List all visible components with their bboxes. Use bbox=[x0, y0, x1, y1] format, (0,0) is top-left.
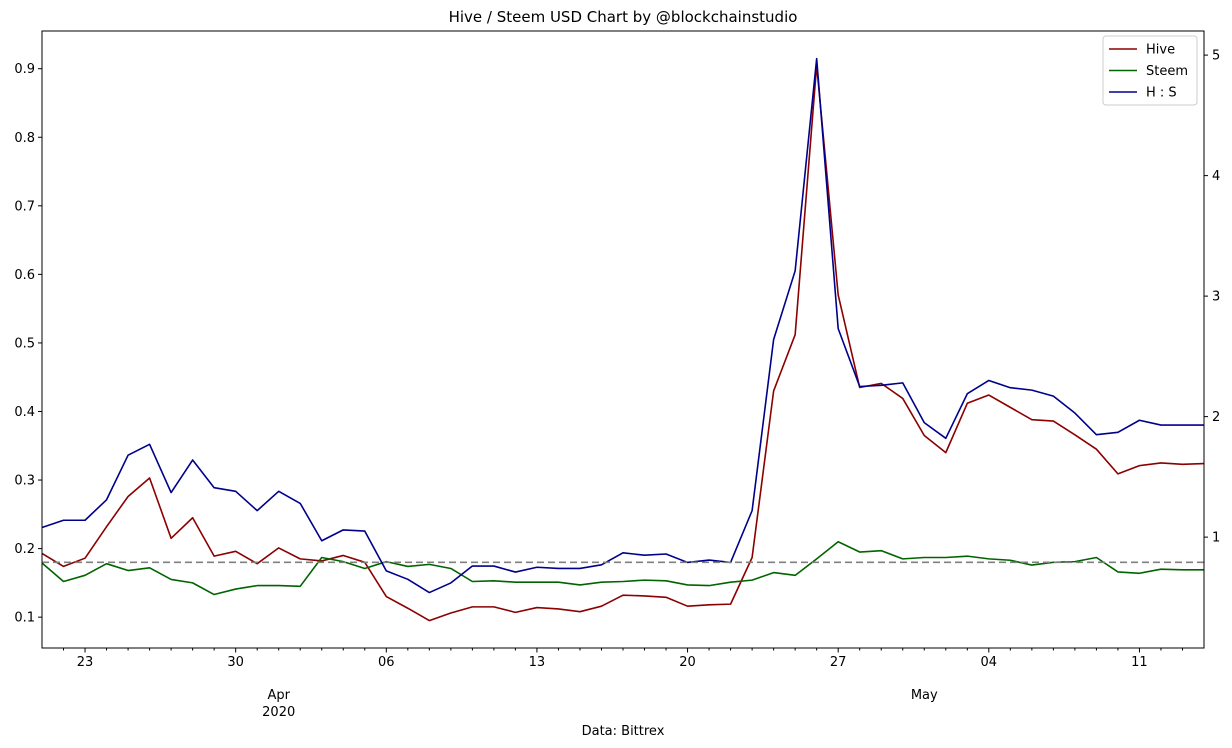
x-axis: 23 30 06 13 20 27 04 11 Apr 2020 May bbox=[63, 648, 1183, 720]
chart-title: Hive / Steem USD Chart by @blockchainstu… bbox=[449, 8, 798, 26]
y-tick-label: 0.2 bbox=[14, 542, 35, 557]
legend-label: Steem bbox=[1146, 64, 1188, 79]
y2-tick-label: 2 bbox=[1212, 410, 1220, 425]
y2-tick-label: 1 bbox=[1212, 531, 1220, 546]
x-year-label: 2020 bbox=[262, 705, 295, 720]
plot-frame bbox=[41, 30, 1205, 649]
series-line-steem bbox=[41, 540, 1204, 596]
x-tick-label: 27 bbox=[830, 655, 847, 670]
legend-label: Hive bbox=[1146, 43, 1175, 58]
y-tick-label: 0.7 bbox=[14, 199, 35, 214]
x-tick-label: 20 bbox=[679, 655, 696, 670]
y-tick-label: 0.3 bbox=[14, 474, 35, 489]
x-tick-label: 06 bbox=[378, 655, 395, 670]
y2-tick-label: 5 bbox=[1212, 49, 1220, 64]
y2-tick-label: 3 bbox=[1212, 290, 1220, 305]
x-tick-label: 13 bbox=[529, 655, 546, 670]
y-tick-label: 0.5 bbox=[14, 336, 35, 351]
x-tick-label: 30 bbox=[227, 655, 244, 670]
y-tick-label: 0.4 bbox=[14, 405, 35, 420]
y-tick-label: 0.8 bbox=[14, 131, 35, 146]
legend-box bbox=[1102, 35, 1198, 106]
x-month-label: Apr bbox=[267, 688, 290, 703]
x-axis-label: Data: Bittrex bbox=[582, 724, 665, 739]
y-tick-label: 0.1 bbox=[14, 611, 35, 626]
series-layer bbox=[41, 57, 1205, 622]
x-tick-label: 11 bbox=[1131, 655, 1148, 670]
y-axis-left: 0.1 0.2 0.3 0.4 0.5 0.6 0.7 0.8 0.9 bbox=[14, 62, 42, 626]
series-line-h-s bbox=[41, 57, 1204, 594]
series-line-hive bbox=[41, 64, 1205, 622]
legend-label: H : S bbox=[1146, 86, 1177, 101]
y-axis-right: 1 2 3 4 5 bbox=[1204, 49, 1220, 546]
y-tick-label: 0.6 bbox=[14, 268, 35, 283]
x-month-label: May bbox=[911, 688, 938, 703]
y-tick-label: 0.9 bbox=[14, 62, 35, 77]
legend: Hive Steem H : S bbox=[1102, 35, 1198, 106]
x-tick-label: 04 bbox=[981, 655, 998, 670]
x-tick-label: 23 bbox=[77, 655, 94, 670]
y2-tick-label: 4 bbox=[1212, 169, 1220, 184]
